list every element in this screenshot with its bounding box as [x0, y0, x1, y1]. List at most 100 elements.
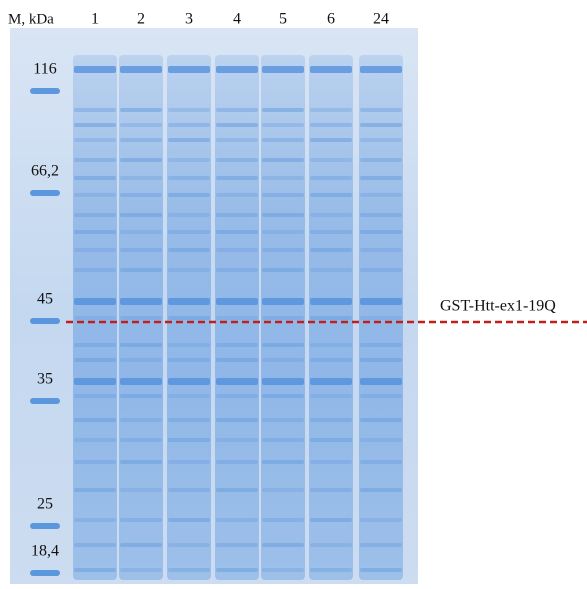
band: [360, 298, 402, 305]
band: [262, 248, 304, 252]
lane-label: 6: [327, 11, 335, 28]
band: [74, 460, 116, 464]
band: [360, 108, 402, 112]
lane-label: 1: [91, 11, 99, 28]
band: [74, 488, 116, 492]
band: [262, 230, 304, 234]
band: [310, 316, 352, 320]
band: [74, 138, 116, 142]
lane: [359, 55, 403, 580]
band: [74, 343, 116, 347]
band: [120, 488, 162, 492]
lane-label: 24: [373, 11, 389, 28]
band: [168, 158, 210, 162]
annotation: GST-Htt-ex1-19Q: [440, 298, 556, 315]
band: [216, 316, 258, 320]
band: [74, 358, 116, 362]
band: [310, 378, 352, 385]
band: [74, 316, 116, 320]
band: [360, 418, 402, 422]
band: [216, 394, 258, 398]
band: [360, 378, 402, 385]
band: [262, 66, 304, 73]
band: [216, 158, 258, 162]
band: [168, 518, 210, 522]
band: [74, 108, 116, 112]
band: [310, 158, 352, 162]
lane-label: 5: [279, 11, 287, 28]
band: [168, 378, 210, 385]
band: [216, 358, 258, 362]
band: [216, 378, 258, 385]
band: [74, 568, 116, 572]
band: [168, 438, 210, 442]
band: [310, 358, 352, 362]
band: [262, 394, 304, 398]
band: [310, 460, 352, 464]
band: [120, 248, 162, 252]
band: [360, 230, 402, 234]
band: [310, 193, 352, 197]
band: [74, 176, 116, 180]
band: [262, 488, 304, 492]
band: [120, 123, 162, 127]
band: [216, 123, 258, 127]
band: [120, 518, 162, 522]
band: [216, 66, 258, 73]
marker-label: 66,2: [31, 163, 59, 180]
band: [74, 298, 116, 305]
band: [360, 66, 402, 73]
band: [168, 460, 210, 464]
band: [360, 394, 402, 398]
band: [120, 158, 162, 162]
band: [262, 343, 304, 347]
band: [360, 568, 402, 572]
band: [168, 358, 210, 362]
band: [168, 230, 210, 234]
band: [216, 176, 258, 180]
band: [74, 378, 116, 385]
lanes: [73, 55, 403, 580]
band: [168, 176, 210, 180]
band: [74, 193, 116, 197]
band: [120, 298, 162, 305]
band: [310, 123, 352, 127]
band: [120, 418, 162, 422]
band: [360, 213, 402, 217]
band: [74, 230, 116, 234]
band: [310, 488, 352, 492]
band: [262, 268, 304, 272]
band: [360, 316, 402, 320]
band: [216, 298, 258, 305]
band: [360, 438, 402, 442]
band: [168, 138, 210, 142]
band: [216, 193, 258, 197]
marker-bands: [30, 88, 60, 576]
band: [168, 108, 210, 112]
lane: [73, 55, 117, 580]
band: [168, 343, 210, 347]
band: [168, 418, 210, 422]
band: [120, 568, 162, 572]
band: [310, 268, 352, 272]
band: [262, 568, 304, 572]
band: [120, 394, 162, 398]
marker-band: [30, 318, 60, 324]
band: [310, 438, 352, 442]
band: [74, 418, 116, 422]
band: [216, 230, 258, 234]
band: [216, 268, 258, 272]
band: [74, 248, 116, 252]
band: [120, 138, 162, 142]
band: [74, 123, 116, 127]
marker-label: 116: [33, 61, 56, 78]
marker-band: [30, 190, 60, 196]
band: [262, 158, 304, 162]
band: [360, 193, 402, 197]
band: [310, 298, 352, 305]
band: [168, 298, 210, 305]
band: [360, 460, 402, 464]
lane-label: 3: [185, 11, 193, 28]
marker-label: 35: [37, 371, 53, 388]
